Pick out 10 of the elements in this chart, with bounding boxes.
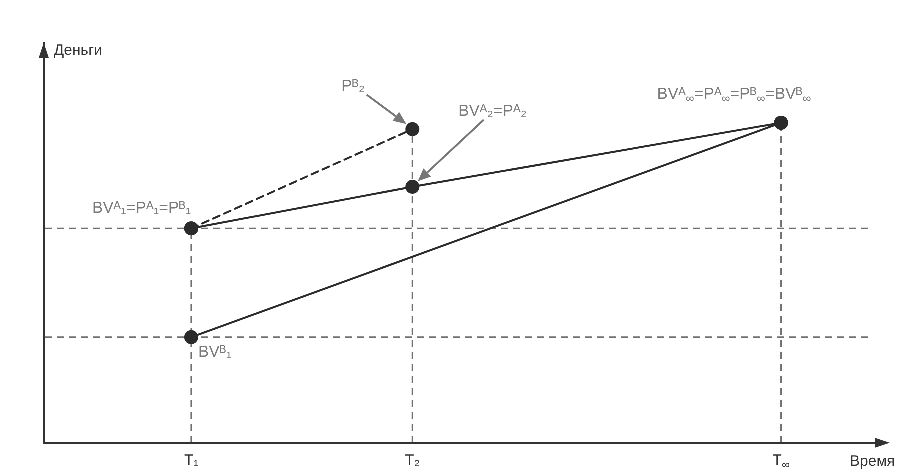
annotation: BVᴬ₁=Pᴬ₁=Pᴮ₁	[92, 198, 192, 218]
x-tick-label: T₁	[184, 452, 199, 470]
text: BVᴬ₂=Pᴬ₂	[458, 102, 527, 122]
x-tick-label: T₂	[405, 452, 420, 470]
annotation: BVᴬ$_{∞}$=Pᴬ$_{∞}$=Pᴮ$_{∞}$=BVᴮ$_{∞}$	[657, 85, 812, 106]
text: Pᴮ₂	[342, 77, 366, 97]
y-axis-title: Деньги	[54, 42, 102, 60]
annotation: BVᴮ₁	[198, 343, 232, 363]
x-axis-title: Время	[850, 453, 896, 471]
x-tick-label: T$_{∞}$	[772, 452, 790, 472]
